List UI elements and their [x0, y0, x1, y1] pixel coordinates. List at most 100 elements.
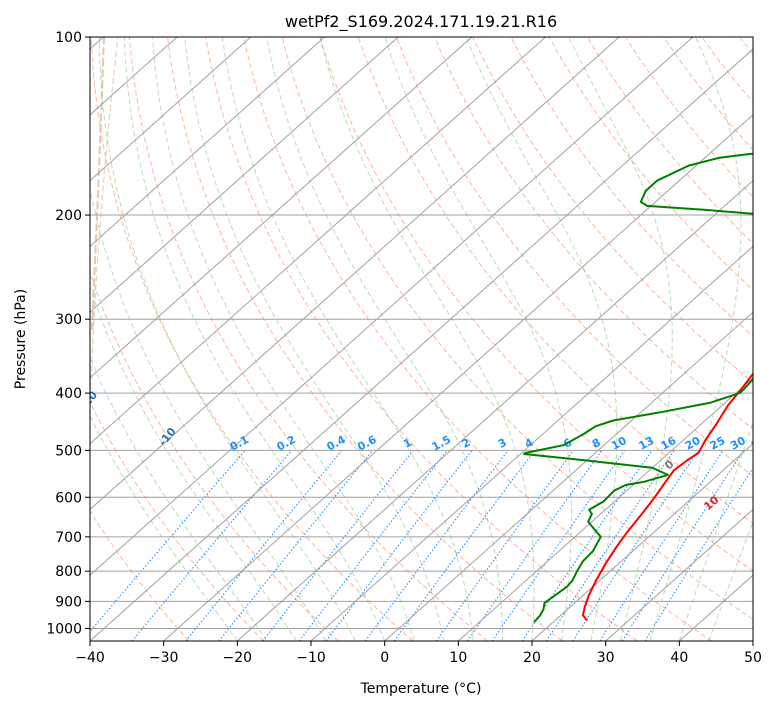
x-tick-label: −30 — [149, 650, 179, 666]
y-tick-label: 700 — [55, 530, 82, 546]
isotherm-line — [384, 311, 753, 641]
moist-adiabat-line — [678, 420, 753, 641]
y-tick-label: 600 — [55, 490, 82, 506]
mixing-ratio-line — [185, 450, 343, 641]
moist-adiabat-label: 20 — [751, 525, 771, 545]
mixing-ratio-line — [435, 450, 574, 641]
dry-adiabat-line — [319, 37, 753, 572]
plot-frame — [89, 36, 754, 642]
mixing-ratio-label: 30 — [728, 434, 748, 453]
isotherm-line — [163, 114, 753, 641]
y-tick-label: 100 — [55, 30, 82, 46]
dry-adiabat-line — [90, 510, 190, 641]
dry-adiabat-line — [243, 37, 712, 641]
y-tick-label: 900 — [55, 594, 82, 610]
moist-adiabat-line — [98, 37, 356, 641]
y-tick-label: 500 — [55, 443, 82, 459]
isotherm-line — [531, 443, 753, 641]
x-tick-label: −40 — [75, 650, 105, 666]
dry-adiabat-line — [768, 24, 775, 641]
dry-adiabat-line — [205, 37, 638, 641]
dry-adiabat-line — [167, 37, 563, 641]
isotherm-line — [605, 508, 753, 641]
mixing-ratio-line — [131, 450, 293, 641]
mixing-ratio-line — [262, 450, 414, 641]
isotherm-line — [90, 48, 753, 641]
mixing-ratio-line — [218, 450, 374, 641]
y-axis-label: Pressure (hPa) — [13, 289, 29, 389]
y-tick-label: 300 — [55, 312, 82, 328]
moist-adiabat-line — [123, 37, 386, 641]
mixing-ratio-line — [90, 450, 246, 633]
x-tick-label: 0 — [380, 650, 389, 666]
mixing-ratio-line — [298, 450, 448, 641]
profile-layer — [523, 152, 753, 623]
x-tick-label: 50 — [744, 650, 762, 666]
dry-adiabat-line — [357, 37, 753, 524]
isotherm-line — [457, 377, 753, 641]
mixing-ratio-line — [572, 450, 699, 641]
mixing-ratio-label: 4 — [523, 436, 536, 451]
reference-curve — [90, 37, 119, 641]
line-label-layer: -100-90-80-70-60-50-40-30-20-100.10.20.4… — [90, 388, 771, 545]
isotherm-line — [90, 37, 546, 445]
isotherm-line — [90, 37, 252, 182]
moist-adiabat-line — [568, 37, 673, 641]
dry-adiabat-line — [662, 37, 753, 151]
profile-line — [581, 372, 753, 622]
mixing-ratio-label: 2 — [460, 436, 473, 451]
x-tick-label: −10 — [296, 650, 326, 666]
x-axis: −40 −30 −20 −10 0 10 20 30 40 50 — [75, 641, 762, 666]
isotherm-line — [678, 574, 753, 641]
isotherm-line — [310, 245, 753, 641]
reference-curve — [91, 37, 105, 331]
mixing-ratio-line — [393, 450, 536, 641]
chart-title: wetPf2_S169.2024.171.19.21.R16 — [285, 12, 557, 32]
moist-adiabat-line — [384, 37, 572, 641]
mixing-ratio-line — [325, 450, 473, 641]
dry-adiabat-line — [586, 37, 753, 244]
isotherm-line — [90, 37, 399, 313]
x-tick-label: 20 — [523, 650, 541, 666]
dry-adiabat-line — [281, 37, 753, 620]
mixing-ratio-line — [364, 450, 509, 641]
moist-adiabat-line — [266, 37, 503, 641]
mixing-ratio-line — [644, 466, 753, 641]
dry-adiabat-line — [395, 37, 753, 477]
y-tick-label: 1000 — [46, 621, 82, 637]
moist-adiabat-line — [319, 37, 535, 641]
moist-adiabat-line — [708, 520, 753, 641]
moist-adiabat-line — [152, 37, 415, 641]
moist-adiabat-line — [221, 37, 474, 641]
dry-adiabat-line — [701, 37, 753, 103]
y-tick-label: 800 — [55, 564, 82, 580]
moist-adiabat-line — [90, 186, 327, 641]
dry-adiabat-label: -10 — [156, 425, 179, 449]
dry-adiabat-line — [128, 37, 488, 641]
mixing-ratio-line — [467, 450, 603, 641]
isotherm-line — [90, 37, 325, 248]
y-tick-label: 400 — [55, 386, 82, 402]
mixing-ratio-label: 20 — [683, 434, 703, 453]
grid-layer — [90, 24, 775, 641]
y-tick-label: 200 — [55, 208, 82, 224]
x-axis-label: Temperature (°C) — [360, 681, 482, 697]
dry-adiabat-line — [90, 271, 339, 641]
moist-adiabat-line — [465, 37, 618, 641]
dry-adiabat-line — [434, 37, 753, 430]
dry-adiabat-line — [90, 401, 264, 641]
x-tick-label: 30 — [597, 650, 615, 666]
x-tick-label: 10 — [449, 650, 467, 666]
moist-adiabat-line — [90, 285, 297, 641]
moist-adiabat-line — [184, 37, 445, 641]
isotherm-line — [236, 179, 753, 641]
isotherm-line — [90, 37, 473, 379]
mixing-ratio-label: 10 — [609, 434, 629, 453]
isotherm-line — [90, 37, 694, 576]
dry-adiabat-line — [548, 37, 753, 291]
x-tick-label: 40 — [670, 650, 688, 666]
mixing-ratio-line — [621, 450, 745, 641]
mixing-ratio-label: 36 — [749, 434, 769, 453]
mixing-ratio-line — [491, 450, 626, 641]
